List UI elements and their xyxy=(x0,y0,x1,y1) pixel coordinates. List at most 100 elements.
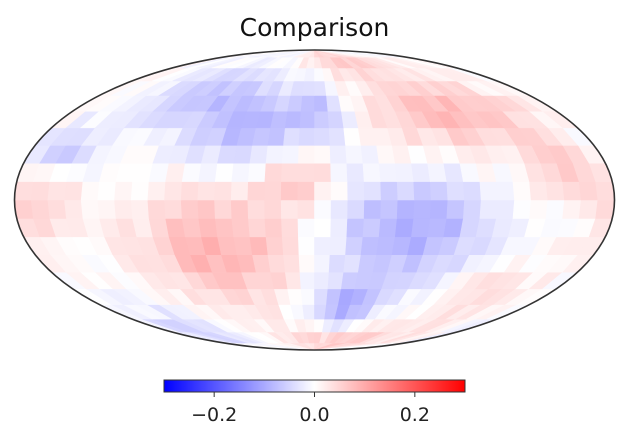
map-cell xyxy=(287,288,303,305)
map-cell xyxy=(284,110,302,129)
map-cell xyxy=(578,181,599,201)
map-cell xyxy=(380,199,399,219)
map-cell xyxy=(314,254,331,273)
map-cell xyxy=(297,181,315,201)
colorbar: −0.2 0.0 0.2 xyxy=(163,379,466,426)
map-cell xyxy=(180,199,200,219)
map-cell xyxy=(314,218,332,238)
map-cell xyxy=(496,181,515,201)
map-cell xyxy=(411,218,431,238)
map-cell xyxy=(363,199,382,219)
map-cell xyxy=(280,181,299,201)
map-cell xyxy=(298,127,315,146)
map-cell xyxy=(180,181,200,201)
map-cell xyxy=(164,181,183,201)
map-cell xyxy=(181,162,202,182)
map-cell xyxy=(529,181,549,201)
map-cell xyxy=(231,218,251,238)
map-cell xyxy=(362,162,381,182)
map-cell xyxy=(360,236,380,256)
map-cell xyxy=(413,199,432,219)
map-cell xyxy=(147,181,166,201)
map-cell xyxy=(247,181,266,201)
map-cell xyxy=(231,162,251,182)
map-cell xyxy=(394,162,415,182)
map-cell xyxy=(299,110,315,129)
map-cell xyxy=(64,199,84,219)
map-cell xyxy=(265,144,284,164)
map-cell xyxy=(394,218,415,238)
map-cell xyxy=(265,236,284,256)
map-cell xyxy=(345,144,364,164)
map-cell xyxy=(380,181,399,201)
map-cell xyxy=(479,181,499,201)
map-cell xyxy=(281,236,300,256)
map-cell xyxy=(264,181,282,201)
map-cell xyxy=(562,199,582,219)
map-cell xyxy=(378,162,398,182)
map-cell xyxy=(314,271,330,290)
map-cell xyxy=(314,127,331,146)
map-cell xyxy=(314,110,330,129)
map-cell xyxy=(396,181,415,201)
map-cell xyxy=(280,199,299,219)
map-cell xyxy=(267,254,286,273)
map-cell xyxy=(287,95,303,112)
map-cell xyxy=(496,199,515,219)
map-cell xyxy=(165,218,186,238)
map-cell xyxy=(512,181,532,201)
map-cell xyxy=(300,288,315,305)
map-cell xyxy=(595,181,615,201)
map-cell xyxy=(230,181,249,201)
colorbar-tick-label: 0.2 xyxy=(400,404,430,426)
map-cell xyxy=(283,254,301,273)
map-cell xyxy=(30,199,51,219)
map-cell xyxy=(329,144,348,164)
map-cell xyxy=(595,199,615,219)
map-cell xyxy=(330,162,348,182)
map-cell xyxy=(214,181,233,201)
map-cell xyxy=(314,199,332,219)
map-cell xyxy=(330,181,349,201)
map-cell xyxy=(281,162,299,182)
map-cell xyxy=(327,271,345,290)
map-cell xyxy=(314,162,332,182)
map-cell xyxy=(197,199,216,219)
map-cell xyxy=(80,181,100,201)
map-cell xyxy=(97,181,117,201)
map-cell xyxy=(479,199,499,219)
map-cell xyxy=(164,199,183,219)
map-cell xyxy=(314,181,332,201)
map-cell xyxy=(329,236,348,256)
map-cell xyxy=(463,181,482,201)
map-cell xyxy=(264,218,283,238)
map-cell xyxy=(114,181,133,201)
map-cell xyxy=(446,181,465,201)
map-cell xyxy=(248,162,267,182)
map-cell xyxy=(249,144,269,164)
map-cell xyxy=(114,199,133,219)
map-cell xyxy=(298,254,315,273)
map-cell xyxy=(281,218,299,238)
map-cell xyxy=(284,271,302,290)
map-cell xyxy=(233,236,253,256)
map-cell xyxy=(264,199,282,219)
map-cell xyxy=(47,181,67,201)
map-cell xyxy=(297,162,315,182)
map-cell xyxy=(346,162,365,182)
map-cell xyxy=(345,236,364,256)
map-cell xyxy=(578,199,599,219)
map-cell xyxy=(463,199,482,219)
map-cell xyxy=(264,162,283,182)
map-cell xyxy=(147,199,166,219)
map-cell xyxy=(80,199,100,219)
map-cell xyxy=(267,127,286,146)
map-cell xyxy=(198,218,218,238)
map-cell xyxy=(429,181,449,201)
colorbar-tick-label: 0.0 xyxy=(299,404,329,426)
map-cell xyxy=(247,199,266,219)
chart-title: Comparison xyxy=(240,13,390,42)
map-cell xyxy=(347,199,365,219)
map-cell xyxy=(396,199,415,219)
